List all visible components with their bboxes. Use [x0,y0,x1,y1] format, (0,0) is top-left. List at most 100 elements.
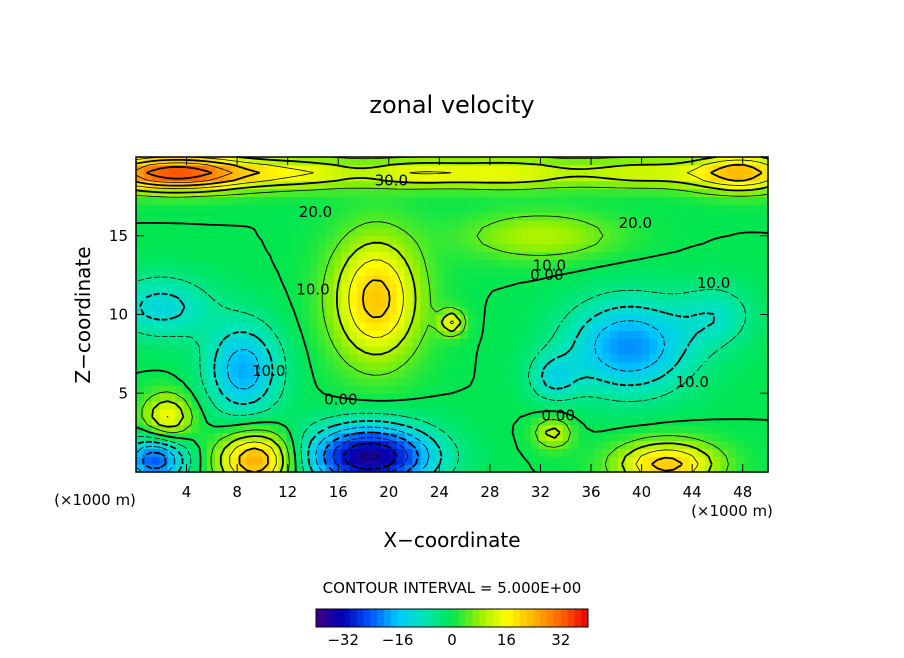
field-cell [617,377,627,386]
field-cell [151,377,161,386]
field-cell [704,432,714,442]
field-cell [657,275,666,284]
field-cell [215,196,224,205]
field-cell [760,409,769,418]
field-cell [736,283,745,292]
field-cell [349,157,358,166]
field-cell [720,259,730,268]
field-cell [215,157,224,166]
x-axis-ticks: 4 8 12 16 20 24 28 32 36 40 44 48 [182,157,752,501]
field-cell [404,204,414,213]
field-cell [523,346,532,355]
field-cell [317,172,327,182]
field-cell [444,330,453,339]
field-cell [254,172,263,182]
field-cell [159,353,169,363]
field-cell [523,440,532,449]
field-cell [641,361,651,371]
field-cell [301,290,311,300]
field-cell [562,401,572,410]
field-cell [136,212,145,221]
field-cell [459,204,469,213]
colorbar-swatch [431,609,439,627]
field-cell [246,409,256,418]
field-cell [570,322,579,331]
field-cell [428,314,437,323]
field-cell [736,416,745,426]
field-cell [610,338,619,347]
field-cell [246,298,256,308]
field-cell [412,220,421,229]
field-cell [665,369,674,379]
field-cell [246,314,256,323]
field-cell [215,369,224,379]
field-cell [744,172,753,182]
field-cell [531,157,540,166]
field-cell [467,259,477,268]
field-cell [286,409,295,418]
field-cell [633,164,643,174]
colorbar-swatch [370,609,378,627]
field-cell [736,440,745,449]
field-cell [230,338,240,347]
field-cell [325,172,335,182]
field-cell [649,306,658,316]
field-cell [475,346,485,355]
colorbar-swatch [506,609,514,627]
field-cell [404,322,414,331]
field-cell [649,377,658,386]
field-cell [294,188,303,197]
field-cell [151,259,161,268]
field-cell [689,330,698,339]
field-cell [546,172,556,182]
field-cell [610,448,619,457]
field-cell [309,346,319,355]
field-cell [262,306,271,316]
field-cell [475,243,485,253]
colorbar-swatch [350,609,358,627]
field-cell [704,259,714,268]
field-cell [602,361,611,371]
colorbar-swatch [513,609,521,627]
field-cell [294,464,303,473]
field-cell [230,204,240,213]
field-cell [436,283,445,292]
field-cell [641,330,651,339]
field-cell [222,361,232,371]
field-cell [649,290,658,300]
field-cell [475,298,485,308]
field-cell [562,369,572,379]
field-cell [515,314,524,323]
field-cell [752,220,761,229]
field-cell [136,353,145,363]
field-cell [215,259,224,268]
field-cell [159,346,169,355]
field-cell [373,172,382,182]
field-cell [523,424,532,434]
field-cell [728,188,737,197]
field-cell [199,212,208,221]
field-cell [270,275,279,284]
field-cell [617,164,627,174]
field-cell [396,369,406,379]
field-cell [357,361,366,371]
field-cell [744,416,753,426]
field-cell [633,243,643,253]
field-cell [712,369,722,379]
field-cell [760,283,769,292]
field-cell [673,157,682,166]
field-cell [570,220,579,229]
field-cell [475,220,485,229]
field-cell [736,377,745,386]
field-cell [191,306,200,316]
field-cell [625,243,635,253]
field-cell [215,346,224,355]
field-cell [554,314,564,323]
field-cell [689,298,698,308]
field-cell [151,353,161,363]
field-cell [254,283,263,292]
field-cell [531,416,540,426]
field-cell [270,235,279,245]
field-cell [317,243,327,253]
field-cell [191,401,200,410]
